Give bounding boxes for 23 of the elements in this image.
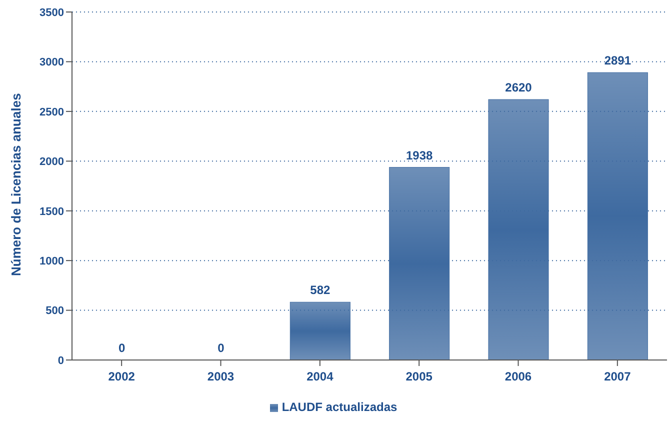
bar <box>488 99 549 360</box>
data-label: 1938 <box>406 148 434 162</box>
data-label: 2891 <box>604 54 632 68</box>
x-tick-label: 2004 <box>306 370 334 384</box>
x-tick-label: 2006 <box>504 370 532 384</box>
data-label: 2620 <box>505 80 532 94</box>
y-tick-label: 0 <box>58 354 64 367</box>
legend-label: LAUDF actualizadas <box>282 400 398 414</box>
y-axis-title: Número de Licencias anuales <box>8 93 24 276</box>
y-tick-label: 3500 <box>40 6 64 19</box>
y-tick-label: 1000 <box>40 255 64 268</box>
x-tick-label: 2002 <box>108 370 136 384</box>
data-label: 582 <box>310 283 330 298</box>
x-tick-label: 2005 <box>406 370 433 384</box>
x-tick-label: 2003 <box>207 370 234 384</box>
y-tick-label: 500 <box>46 305 64 318</box>
y-tick-label: 2000 <box>40 156 64 168</box>
y-tick-label: 1500 <box>40 206 64 218</box>
data-label: 0 <box>118 341 126 355</box>
y-tick-label: 2500 <box>40 106 64 118</box>
x-tick-label: 2007 <box>604 370 632 384</box>
data-label: 0 <box>218 341 225 355</box>
y-tick-label: 3000 <box>40 56 64 69</box>
